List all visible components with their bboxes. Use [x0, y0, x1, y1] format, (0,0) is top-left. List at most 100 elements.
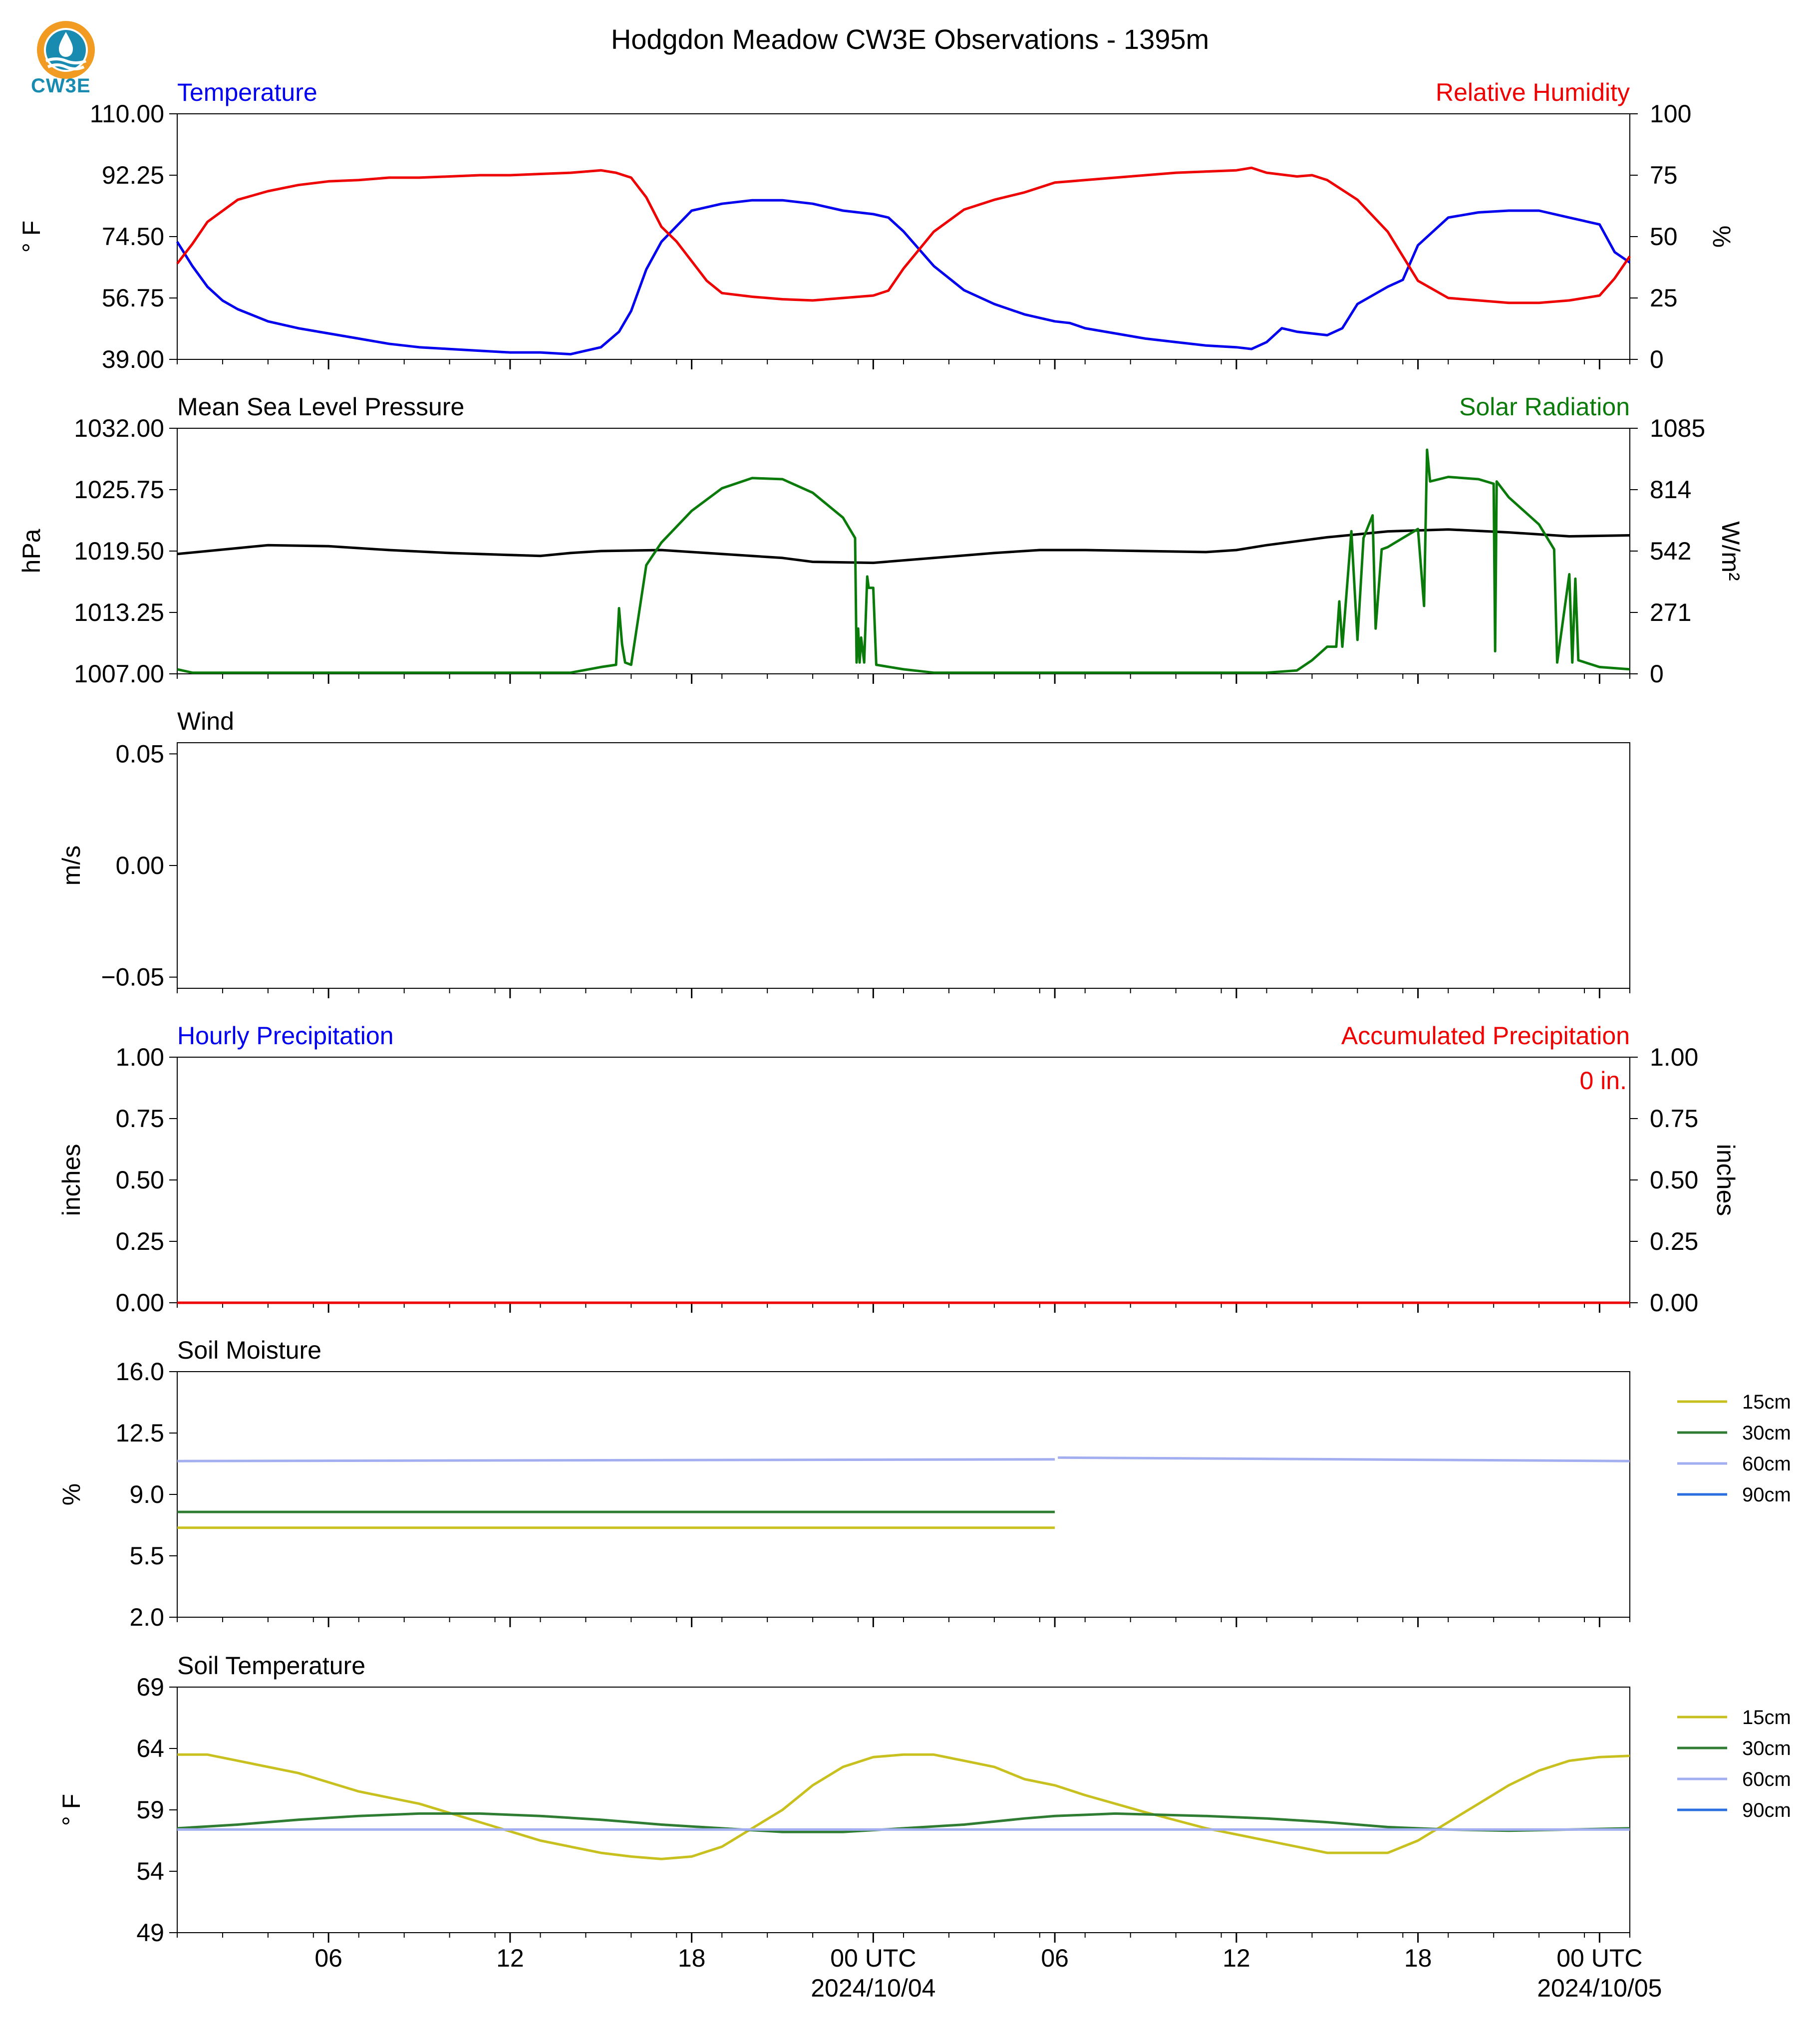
ytick-label-right: 1.00 — [1650, 1043, 1698, 1071]
legend-label: 60cm — [1742, 1768, 1791, 1790]
ytick-label-right: 1085 — [1650, 414, 1705, 442]
panel-title-left: Temperature — [177, 78, 317, 106]
ytick-label-right: 50 — [1650, 223, 1678, 251]
panel-precipitation: Hourly Precipitation Accumulated Precipit… — [57, 1022, 1740, 1317]
xtick-label: 12 — [496, 1944, 524, 1972]
ytick-label-right: 25 — [1650, 284, 1678, 312]
ytick-label-right: 75 — [1650, 161, 1678, 189]
ytick-label-left: 1032.00 — [74, 414, 164, 442]
ytick-label-left: 0.05 — [116, 740, 164, 768]
legend-label: 30cm — [1742, 1738, 1791, 1759]
ytick-label-left: 64 — [136, 1735, 164, 1762]
legend-label: 15cm — [1742, 1391, 1791, 1413]
ytick-label-right: 100 — [1650, 100, 1691, 128]
panel-title-left: Wind — [177, 707, 234, 735]
ytick-label-left: 12.5 — [116, 1419, 164, 1447]
ytick-label-left: 16.0 — [116, 1358, 164, 1386]
ytick-label-left: 0.50 — [116, 1166, 164, 1194]
ytick-label-left: 1025.75 — [74, 476, 164, 504]
ytick-label-left: 0.25 — [116, 1227, 164, 1255]
panel-title-left: Mean Sea Level Pressure — [177, 393, 464, 421]
xtick-sublabel: 2024/10/04 — [811, 1974, 935, 2002]
xtick-label: 18 — [1404, 1944, 1432, 1972]
xtick-sublabel: 2024/10/05 — [1537, 1974, 1662, 2002]
ytick-label-left: 1.00 — [116, 1043, 164, 1071]
plot-frame — [177, 1057, 1630, 1303]
ytick-label-left: 1013.25 — [74, 598, 164, 626]
xtick-label: 18 — [678, 1944, 706, 1972]
ytick-label-left: 9.0 — [129, 1480, 164, 1508]
ylabel-left: hPa — [17, 529, 45, 573]
cw3e-logo — [26, 19, 106, 104]
ytick-label-left: 0.00 — [116, 852, 164, 879]
plot-frame — [177, 1371, 1630, 1618]
panel-pressure-solar: Mean Sea Level Pressure Solar Radiation 10… — [17, 393, 1745, 688]
ytick-label-left: 92.25 — [102, 161, 164, 189]
ytick-label-left: 2.0 — [129, 1603, 164, 1631]
ytick-label-right: 0.50 — [1650, 1166, 1698, 1194]
ytick-label-left: 0.75 — [116, 1105, 164, 1133]
series-temperature — [176, 199, 1631, 356]
ytick-label-left: 49 — [136, 1919, 164, 1947]
xtick-label: 06 — [314, 1944, 342, 1972]
legend-label: 30cm — [1742, 1422, 1791, 1444]
xtick-label: 00 UTC — [830, 1944, 916, 1972]
ytick-label-right: 0 — [1650, 345, 1664, 373]
ytick-label-left: 69 — [136, 1673, 164, 1701]
ytick-label-right: 542 — [1650, 537, 1691, 565]
series-solar-radiation — [177, 448, 1630, 674]
ytick-label-left: 39.00 — [102, 345, 164, 373]
plot-frame — [177, 113, 1630, 360]
series-60cm — [177, 1456, 1630, 1462]
panel-title-left: Soil Temperature — [177, 1652, 365, 1680]
ytick-label-left: 110.00 — [90, 100, 164, 128]
ytick-label-right: 0.00 — [1650, 1289, 1698, 1317]
panel-wind: Wind −0.05 0.00 0.05 m/s — [57, 707, 1630, 998]
panel-title-left: Hourly Precipitation — [177, 1022, 394, 1050]
ytick-label-right: 0.25 — [1650, 1227, 1698, 1255]
accum-precip-annotation: 0 in. — [1579, 1067, 1627, 1095]
legend-label: 15cm — [1742, 1707, 1791, 1729]
cw3e-logo-text: CW3E — [31, 75, 91, 97]
series-mean-sea-level-pressure — [177, 528, 1630, 565]
ytick-label-left: 1007.00 — [74, 660, 164, 688]
panel-temperature-rh: Temperature Relative Humidity 39.00 56.75 74… — [17, 78, 1736, 373]
legend-label: 90cm — [1742, 1799, 1791, 1821]
panel-title-right: Relative Humidity — [1436, 78, 1630, 106]
ylabel-left: inches — [57, 1144, 85, 1216]
series-15cm — [177, 1526, 1630, 1528]
ytick-label-left: −0.05 — [101, 963, 164, 991]
figure-title: Hodgdon Meadow CW3E Observations - 1395m — [611, 23, 1209, 55]
xtick-label: 12 — [1222, 1944, 1250, 1972]
panel-title-right: Accumulated Precipitation — [1341, 1022, 1630, 1050]
ytick-label-left: 59 — [136, 1796, 164, 1824]
ytick-label-right: 0 — [1650, 660, 1664, 688]
xtick-label: 00 UTC — [1556, 1944, 1642, 1972]
ytick-label-left: 1019.50 — [74, 537, 164, 565]
legend-label: 90cm — [1742, 1484, 1791, 1506]
ytick-label-right: 814 — [1650, 476, 1691, 504]
panel-title-right: Solar Radiation — [1459, 393, 1630, 421]
xtick-label: 06 — [1041, 1944, 1069, 1972]
ylabel-right: inches — [1712, 1144, 1740, 1216]
ylabel-left: ° F — [17, 221, 45, 253]
panel-soil-temperature: Soil Temperature 49 54 59 64 69 ° F 06 12 18 00 UT… — [57, 1652, 1791, 2002]
ytick-label-left: 5.5 — [129, 1542, 164, 1570]
ytick-label-left: 0.00 — [116, 1289, 164, 1317]
ylabel-left: ° F — [57, 1794, 85, 1826]
panel-title-left: Soil Moisture — [177, 1336, 321, 1364]
series-relative-humidity — [176, 166, 1631, 304]
ytick-label-right: 271 — [1650, 598, 1691, 626]
ytick-label-right: 0.75 — [1650, 1105, 1698, 1133]
panel-soil-moisture: Soil Moisture 2.0 5.5 9.0 12.5 16.0% 15cm 30cm 6… — [57, 1336, 1791, 1631]
ylabel-left: m/s — [57, 846, 85, 886]
ytick-label-left: 56.75 — [102, 284, 164, 312]
ytick-label-left: 74.50 — [102, 223, 164, 251]
cw3e-logo-icon — [37, 21, 95, 79]
series-15cm — [177, 1753, 1630, 1860]
legend-label: 60cm — [1742, 1453, 1791, 1475]
ytick-label-left: 54 — [136, 1857, 164, 1885]
ylabel-right: W/m² — [1717, 521, 1745, 580]
ylabel-right: % — [1708, 226, 1736, 248]
